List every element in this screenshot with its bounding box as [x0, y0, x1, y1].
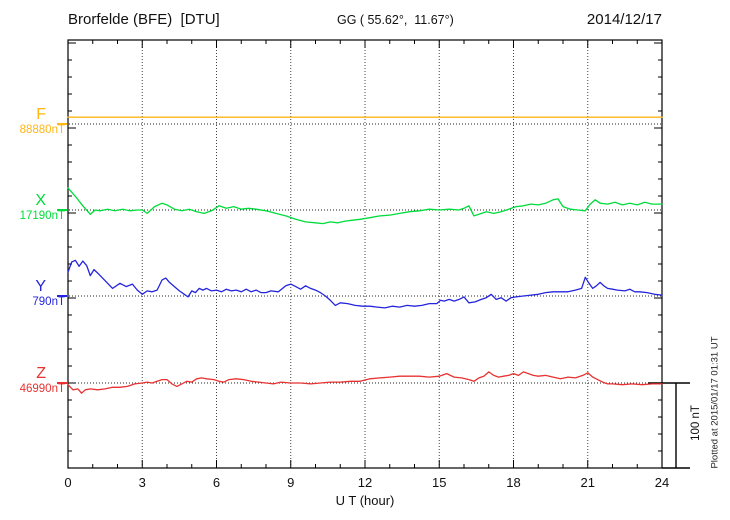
channel-letter: Y: [35, 278, 46, 295]
x-tick-label-18: 18: [506, 475, 520, 490]
plot-frame: [67, 39, 663, 469]
trace-Z: [67, 371, 663, 394]
x-tick-label-12: 12: [358, 475, 372, 490]
channel-label-y: Y 790nT: [0, 278, 66, 309]
plot-date: 2014/12/17: [586, 11, 662, 28]
channel-label-f: F 88880nT: [0, 106, 66, 137]
scalebar-label: 100 nT: [690, 405, 702, 441]
channel-baseline-value: 17190nT: [19, 210, 65, 222]
channel-label-z: Z 46990nT: [0, 365, 66, 396]
channel-letter: F: [36, 106, 46, 123]
channel-baseline-value: 88880nT: [19, 124, 65, 136]
trace-X: [67, 187, 663, 225]
x-tick-label-21: 21: [581, 475, 595, 490]
x-axis-label: U T (hour): [335, 493, 395, 508]
channel-baseline-value: 790nT: [32, 296, 65, 308]
x-tick-label-6: 6: [213, 475, 220, 490]
channel-label-x: X 17190nT: [0, 192, 66, 223]
x-tick-label-15: 15: [432, 475, 446, 490]
plotted-at-timestamp: Plotted at 2015/01/17 01:31 UT: [709, 336, 721, 469]
channel-letter: X: [35, 192, 46, 209]
x-tick-label-0: 0: [64, 475, 71, 490]
x-tick-label-3: 3: [139, 475, 146, 490]
channel-baseline-value: 46990nT: [19, 383, 65, 395]
geo-coordinates: GG ( 55.62°, 11.67°): [337, 13, 454, 27]
channel-letter: Z: [36, 365, 46, 382]
x-tick-label-9: 9: [287, 475, 294, 490]
station-title: Brorfelde (BFE) [DTU]: [68, 11, 220, 28]
trace-Y: [67, 259, 663, 309]
x-tick-label-24: 24: [655, 475, 669, 490]
